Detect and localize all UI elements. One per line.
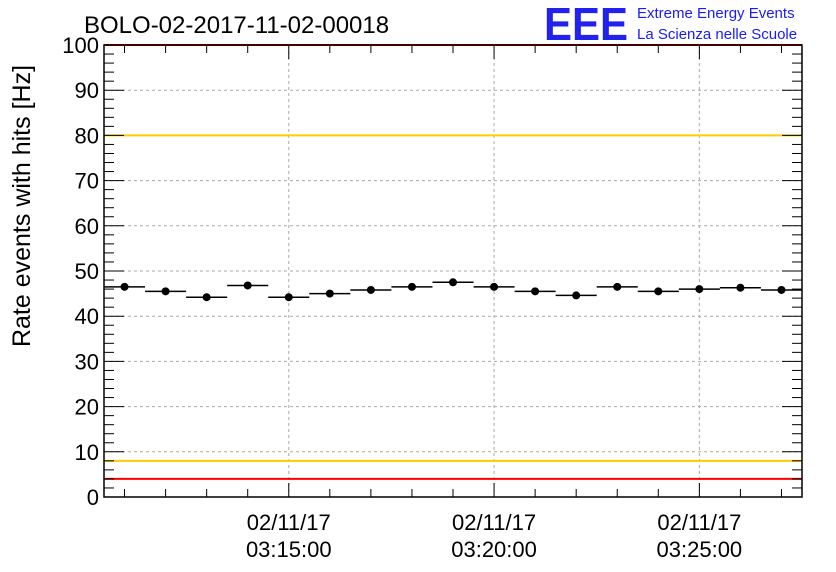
x-tick-label-time: 03:15:00 <box>246 537 332 562</box>
data-point-marker <box>490 282 499 291</box>
data-point <box>678 285 720 294</box>
y-tick-label: 10 <box>75 440 99 465</box>
data-point-marker <box>531 287 540 296</box>
data-series <box>104 278 802 302</box>
y-tick-label: 80 <box>75 123 99 148</box>
data-point <box>309 289 351 298</box>
data-point-marker <box>202 293 211 302</box>
data-point <box>268 293 310 302</box>
x-tick-label-date: 02/11/17 <box>247 510 331 535</box>
data-point <box>145 287 187 296</box>
y-axis-title: Rate events with hits [Hz] <box>8 65 36 347</box>
x-tick-label-date: 02/11/17 <box>452 510 536 535</box>
data-point <box>391 282 433 291</box>
logo-line-1: Extreme Energy Events <box>637 5 795 22</box>
data-point-marker <box>407 282 416 291</box>
y-tick-label: 60 <box>75 214 99 239</box>
data-point-marker <box>736 283 745 292</box>
chart-title: BOLO-02-2017-11-02-00018 <box>84 12 389 39</box>
data-point <box>719 283 761 292</box>
data-point <box>227 281 269 290</box>
y-tick-label: 30 <box>75 349 99 374</box>
logo-letters: EEE <box>544 0 628 50</box>
y-tick-labels: 0 10 20 30 40 50 60 70 80 90 100 <box>62 33 99 510</box>
grid <box>104 45 802 497</box>
y-tick-label: 20 <box>75 395 99 420</box>
data-point <box>350 285 392 294</box>
y-tick-label: 0 <box>87 485 99 510</box>
data-point-marker <box>366 285 375 294</box>
data-point-marker <box>654 287 663 296</box>
data-point <box>514 287 556 296</box>
data-point <box>760 285 802 294</box>
data-point <box>473 282 515 291</box>
data-point-marker <box>161 287 170 296</box>
data-point-marker <box>777 285 786 294</box>
logo-line-2: La Scienza nelle Scuole <box>637 26 797 43</box>
data-point-marker <box>572 291 581 300</box>
y-tick-label: 90 <box>75 78 99 103</box>
x-tick-label-time: 03:20:00 <box>451 537 537 562</box>
data-point <box>555 291 597 300</box>
data-point-marker <box>325 289 334 298</box>
axis-ticks <box>104 44 802 498</box>
data-point <box>596 282 638 291</box>
data-point <box>637 287 679 296</box>
data-point <box>186 293 228 302</box>
data-point-marker <box>284 293 293 302</box>
data-point <box>104 282 146 291</box>
x-tick-label-date: 02/11/17 <box>657 510 741 535</box>
data-point <box>432 278 474 287</box>
y-tick-label: 50 <box>75 259 99 284</box>
x-tick-labels: 02/11/1703:15:0002/11/1703:20:0002/11/17… <box>246 510 742 562</box>
data-point-marker <box>449 278 457 287</box>
y-tick-label: 100 <box>62 33 99 58</box>
y-tick-label: 70 <box>75 169 99 194</box>
logo: EEE Extreme Energy Events La Scienza nel… <box>544 0 797 50</box>
y-tick-label: 40 <box>75 304 99 329</box>
data-point-marker <box>120 282 129 291</box>
data-point-marker <box>613 282 622 291</box>
data-point-marker <box>695 285 704 294</box>
x-tick-label-time: 03:25:00 <box>657 537 743 562</box>
data-point-marker <box>243 281 252 290</box>
